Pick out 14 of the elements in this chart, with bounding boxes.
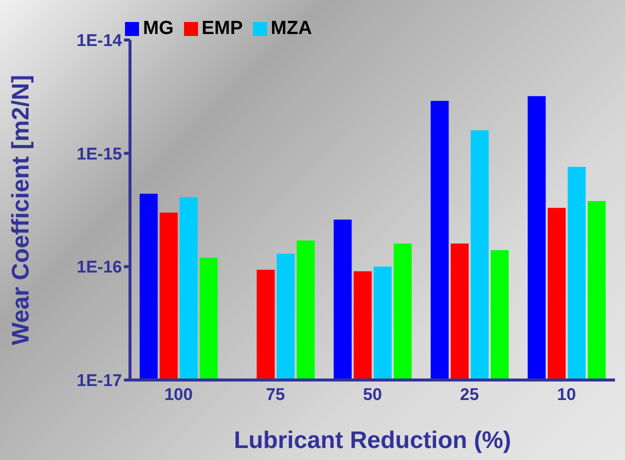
y-tick-label: 1E-16 xyxy=(76,258,122,277)
x-tick-label: 25 xyxy=(460,385,479,404)
y-tick-label: 1E-17 xyxy=(76,371,122,390)
x-tick-label: 100 xyxy=(164,385,193,404)
x-tick-label: 75 xyxy=(266,385,285,404)
y-tick-label: 1E-15 xyxy=(76,144,122,164)
legend-label: EMP xyxy=(202,18,243,39)
x-tick-label: 50 xyxy=(363,385,382,404)
y-axis-title: Wear Coefficient [m2/N] xyxy=(8,74,35,346)
legend-label: MZA xyxy=(270,18,312,39)
x-axis-title: Lubricant Reduction (%) xyxy=(234,427,512,454)
legend-label: MG xyxy=(143,18,174,39)
y-tick-label: 1E-14 xyxy=(76,31,123,50)
x-tick-label: 10 xyxy=(557,385,576,404)
